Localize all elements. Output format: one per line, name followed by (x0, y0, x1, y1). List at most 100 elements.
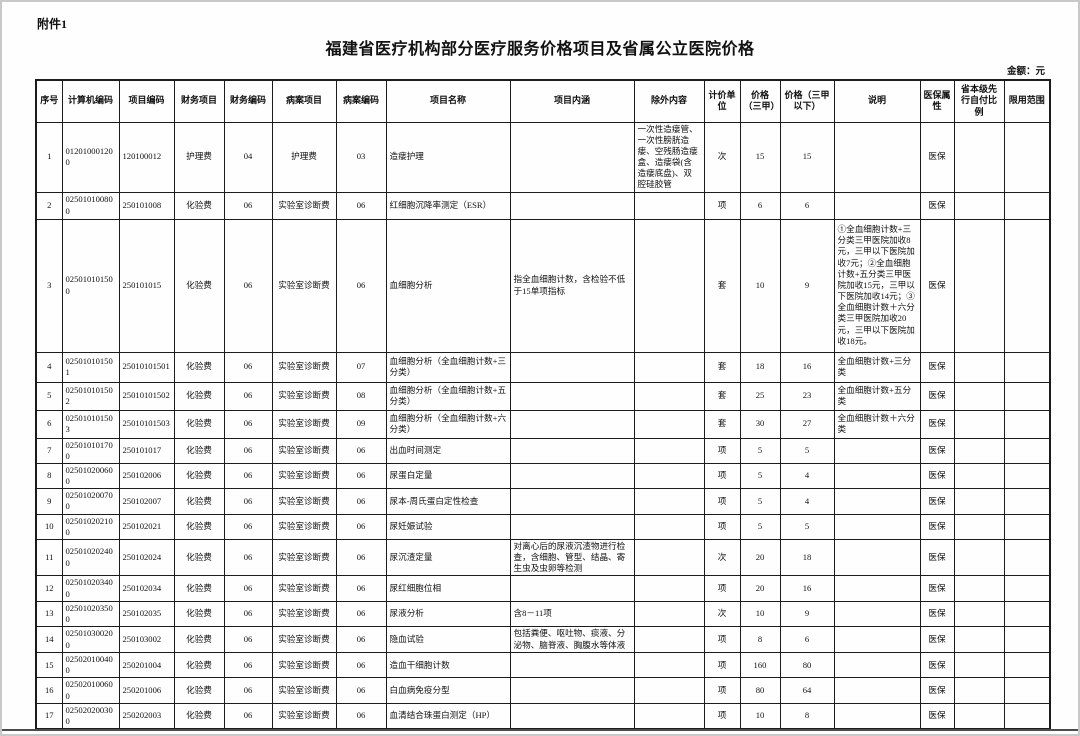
cell-note (833, 677, 921, 704)
cell-item-name: 血细胞分析（全血细胞计数+六分类） (385, 409, 511, 439)
cell-price-3a: 18 (739, 351, 781, 383)
cell-computer-code: 025010300200 (61, 626, 120, 654)
cell-case-code: 06 (335, 462, 387, 490)
cell-unit: 项 (703, 575, 741, 602)
column-header-insurance: 医保属性 (919, 79, 955, 123)
column-header-self-pay-ratio: 省本级先行自付比例 (953, 79, 1005, 123)
cell-self-pay-ratio (953, 702, 1005, 730)
cell-price-3a: 5 (739, 437, 781, 464)
cell-price-below-3a: 5 (779, 437, 835, 464)
cell-scope (1003, 513, 1051, 540)
cell-note: 全血细胞计数+五分类 (833, 381, 921, 411)
cell-finance-item: 化验费 (173, 626, 225, 654)
cell-finance-code: 06 (223, 409, 273, 439)
cell-finance-code: 06 (223, 538, 273, 577)
cell-note (833, 702, 921, 730)
cell-exclusions (633, 488, 705, 515)
cell-case-item: 实验室诊断费 (271, 462, 337, 490)
table-row: 1 012010001200 120100012 护理费 04 护理费 03 造瘘护理 一次性造… (35, 121, 1051, 193)
cell-item-name: 血细胞分析 (385, 218, 511, 353)
cell-insurance: 医保 (919, 437, 955, 464)
cell-self-pay-ratio (953, 218, 1005, 353)
price-table: 序号 计算机编码 项目编码 财务项目 财务编码 病案项目 病案编码 项目名称 项目内涵 除外内容计… (35, 79, 1051, 731)
column-header-case-code: 病案编码 (335, 79, 387, 123)
cell-computer-code: 012010001200 (61, 121, 120, 193)
cell-unit: 项 (703, 191, 741, 220)
cell-unit: 次 (703, 600, 741, 628)
cell-case-item: 实验室诊断费 (271, 409, 337, 439)
column-header-price-below-3a: 价格（三甲以下） (779, 79, 835, 123)
cell-finance-item: 化验费 (173, 513, 225, 540)
table-row: 2 025010100800 250101008 化验费 06 实验室诊断费 06 红细胞沉降… (35, 191, 1051, 220)
cell-unit: 项 (703, 652, 741, 679)
cell-price-3a: 5 (739, 513, 781, 540)
cell-item-name: 造血干细胞计数 (385, 652, 511, 679)
cell-insurance: 医保 (919, 538, 955, 577)
cell-price-3a: 10 (739, 218, 781, 353)
cell-price-3a: 15 (739, 121, 781, 193)
cell-seq: 13 (35, 600, 63, 628)
cell-unit: 套 (703, 409, 741, 439)
watermark-text: www.greenjk.com (345, 734, 738, 735)
cell-self-pay-ratio (953, 652, 1005, 679)
cell-finance-item: 化验费 (173, 575, 225, 602)
cell-price-3a: 20 (739, 575, 781, 602)
cell-finance-item: 化验费 (173, 600, 225, 628)
cell-insurance: 医保 (919, 488, 955, 515)
cell-price-3a: 25 (739, 381, 781, 411)
cell-item-code: 250102024 (118, 538, 175, 577)
cell-scope (1003, 191, 1051, 220)
cell-case-code: 06 (335, 513, 387, 540)
table-row: 10 025010202100 250102021 化验费 06 实验室诊断费 06 尿妊娠试… (35, 513, 1051, 540)
cell-price-3a: 80 (739, 677, 781, 704)
cell-note (833, 538, 921, 577)
cell-scope (1003, 121, 1051, 193)
cell-price-3a: 10 (739, 600, 781, 628)
cell-scope (1003, 702, 1051, 730)
cell-finance-item: 化验费 (173, 191, 225, 220)
cell-insurance: 医保 (919, 702, 955, 730)
cell-scope (1003, 462, 1051, 490)
cell-computer-code: 025010101700 (61, 437, 120, 464)
table-row: 6 025010101503 25010101503 化验费 06 实验室诊断费 09 血细胞… (35, 409, 1051, 439)
table-row: 15 025020100400 250201004 化验费 06 实验室诊断费 06 造血干细… (35, 652, 1051, 679)
cell-item-code: 250102006 (118, 462, 175, 490)
cell-exclusions (633, 437, 705, 464)
cell-computer-code: 025010202400 (61, 538, 120, 577)
cell-exclusions (633, 677, 705, 704)
column-header-item-name: 项目名称 (385, 79, 511, 123)
cell-finance-code: 06 (223, 218, 273, 353)
cell-price-3a: 6 (739, 191, 781, 220)
cell-case-item: 护理费 (271, 121, 337, 193)
cell-finance-item: 化验费 (173, 702, 225, 730)
cell-insurance: 医保 (919, 381, 955, 411)
cell-price-below-3a: 27 (779, 409, 835, 439)
cell-note (833, 488, 921, 515)
cell-price-3a: 160 (739, 652, 781, 679)
cell-note (833, 652, 921, 679)
cell-item-content: 指全血细胞计数，含检验不低于15单项指标 (509, 218, 635, 353)
cell-item-code: 250101015 (118, 218, 175, 353)
cell-price-below-3a: 15 (779, 121, 835, 193)
cell-note (833, 191, 921, 220)
cell-exclusions (633, 538, 705, 577)
cell-item-content (509, 488, 635, 515)
cell-note: 全血细胞计数+三分类 (833, 351, 921, 383)
cell-seq: 17 (35, 702, 63, 730)
cell-scope (1003, 351, 1051, 383)
cell-exclusions (633, 626, 705, 654)
cell-seq: 14 (35, 626, 63, 654)
cell-price-below-3a: 64 (779, 677, 835, 704)
cell-finance-item: 化验费 (173, 677, 225, 704)
cell-price-below-3a: 4 (779, 488, 835, 515)
cell-insurance: 医保 (919, 575, 955, 602)
cell-unit: 项 (703, 626, 741, 654)
cell-finance-code: 06 (223, 652, 273, 679)
column-header-seq: 序号 (35, 79, 63, 123)
cell-item-name: 血清结合珠蛋白测定（HP） (385, 702, 511, 730)
cell-scope (1003, 600, 1051, 628)
cell-exclusions (633, 409, 705, 439)
cell-item-name: 出血时间测定 (385, 437, 511, 464)
cell-insurance: 医保 (919, 513, 955, 540)
cell-item-code: 250201004 (118, 652, 175, 679)
